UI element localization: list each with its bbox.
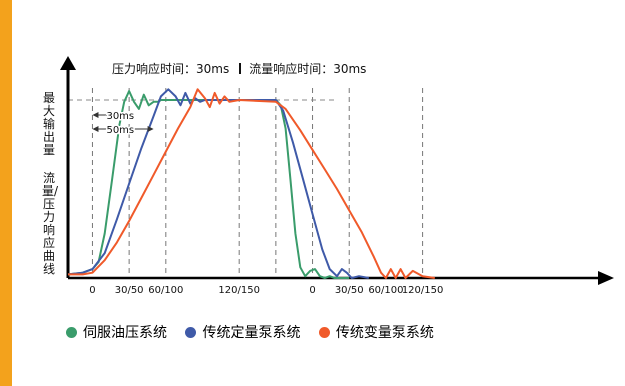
legend-label-variable-pump: 传统变量泵系统 — [335, 325, 434, 341]
legend-label-servo: 伺服油压系统 — [83, 325, 167, 341]
chart-header: 压力响应时间：30ms 流量响应时间：30ms — [112, 60, 366, 77]
x-tick-left-3: 120/150 — [218, 285, 260, 296]
flow-response-label: 流量响应时间：30ms — [249, 62, 367, 76]
legend-dot-variable-pump — [318, 327, 330, 338]
x-tick-left-0: 0 — [89, 285, 95, 296]
annotation-arrow-right-1 — [147, 126, 154, 132]
series-line-1 — [67, 88, 369, 279]
legend-item-fixed-pump: 传统定量泵系统 — [185, 322, 300, 342]
series-line-2 — [68, 88, 435, 279]
annotation-arrow-left-0 — [92, 112, 99, 118]
x-axis-arrow — [598, 271, 614, 285]
annotation-label-0: 30ms — [106, 111, 134, 122]
chart-legend: 伺服油压系统 传统定量泵系统 传统变量泵系统 — [66, 322, 448, 342]
y-axis-label-response-curve: 流量/压力响应曲线 — [42, 171, 59, 276]
annotation-arrow-right-0 — [118, 112, 125, 118]
y-axis-arrow — [60, 56, 76, 70]
header-separator — [239, 63, 242, 74]
y-axis-label-max-output: 最大输出量 — [42, 91, 55, 157]
legend-dot-fixed-pump — [185, 327, 197, 338]
legend-item-servo: 伺服油压系统 — [66, 322, 167, 342]
legend-dot-servo — [66, 327, 77, 338]
pressure-response-label: 压力响应时间：30ms — [112, 62, 230, 76]
frame-accent — [0, 0, 12, 386]
legend-item-variable-pump: 传统变量泵系统 — [318, 322, 434, 342]
x-tick-right-0: 0 — [309, 285, 315, 296]
x-tick-left-1: 30/50 — [115, 285, 144, 296]
annotation-arrow-left-1 — [92, 126, 99, 132]
x-tick-left-2: 60/100 — [148, 285, 183, 296]
x-tick-right-3: 120/150 — [402, 285, 444, 296]
annotation-label-1: 50ms — [106, 125, 134, 136]
x-tick-right-1: 30/50 — [335, 285, 364, 296]
legend-label-fixed-pump: 传统定量泵系统 — [202, 325, 301, 341]
x-tick-right-2: 60/100 — [368, 285, 403, 296]
